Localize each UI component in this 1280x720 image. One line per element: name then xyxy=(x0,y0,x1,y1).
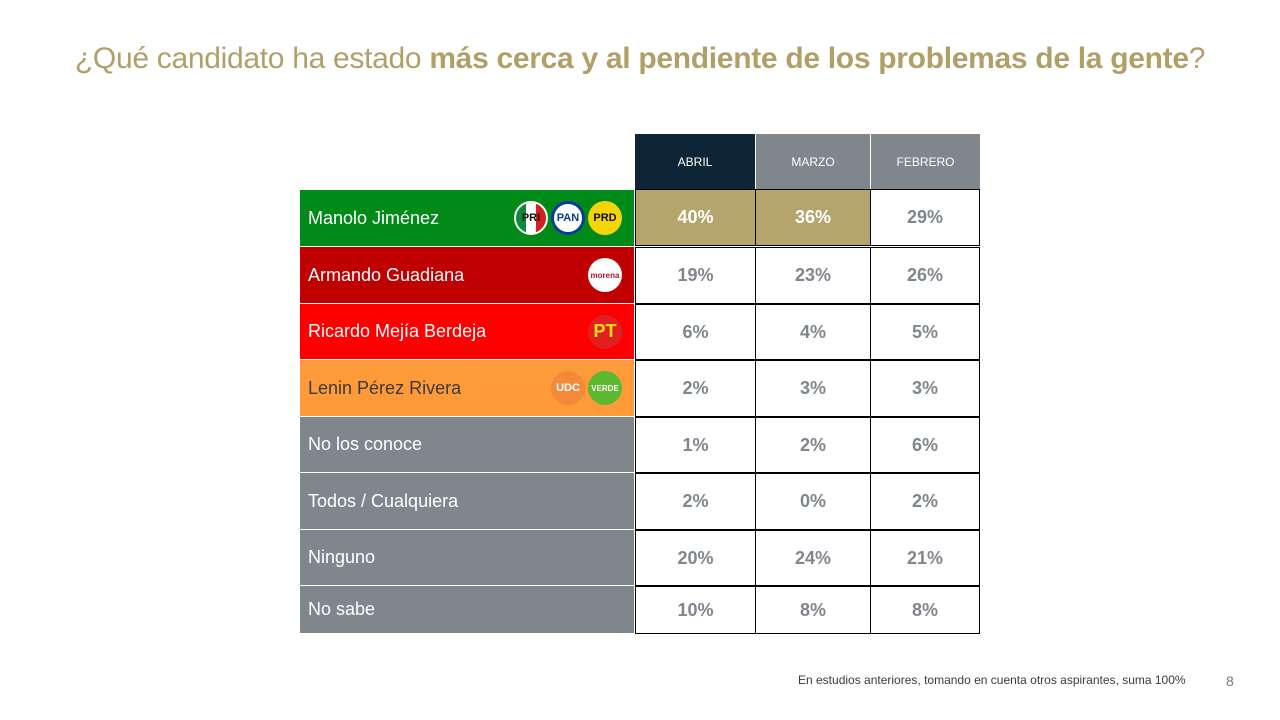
value-cell: 26% xyxy=(870,247,980,304)
value-cell: 29% xyxy=(870,189,980,246)
party-logo-pri-icon: PRI xyxy=(514,201,548,235)
row-label: Lenin Pérez Rivera UDC VERDE xyxy=(300,360,634,416)
value-cell: 6% xyxy=(870,417,980,473)
value-cell: 40% xyxy=(635,189,756,246)
value-cell: 2% xyxy=(635,360,756,417)
row-label: Manolo Jiménez PRI PAN PRD xyxy=(300,190,634,246)
value-cell: 2% xyxy=(635,473,756,530)
row-label: Armando Guadiana morena xyxy=(300,247,634,303)
value-cell: 8% xyxy=(870,586,980,634)
row-label-text: No los conoce xyxy=(308,434,423,454)
row-label: Ninguno xyxy=(300,530,634,585)
party-logo-prd-icon: PRD xyxy=(588,201,622,235)
value-cell: 1% xyxy=(635,417,756,473)
row-label-text: Manolo Jiménez xyxy=(308,207,440,228)
value-cell: 19% xyxy=(635,247,756,304)
party-logos: PT xyxy=(588,304,622,359)
party-logo-morena-icon: morena xyxy=(588,258,622,292)
row-label-text: Ninguno xyxy=(308,547,376,567)
column-header-febrero: FEBRERO xyxy=(871,134,980,189)
party-logo-udc-icon: UDC xyxy=(551,371,585,405)
page-title: ¿Qué candidato ha estado más cerca y al … xyxy=(0,42,1280,76)
title-prefix: ¿Qué candidato ha estado xyxy=(74,42,430,75)
column-header-marzo: MARZO xyxy=(756,134,870,189)
column-header-abril: ABRIL xyxy=(635,134,755,189)
party-logos: PRI PAN PRD xyxy=(514,190,622,246)
value-cell: 2% xyxy=(870,473,980,530)
row-label: No sabe xyxy=(300,586,634,633)
party-logo-verde-icon: VERDE xyxy=(588,371,622,405)
row-label-text: Lenin Pérez Rivera xyxy=(308,377,462,398)
value-cell: 24% xyxy=(755,530,871,586)
value-cell: 20% xyxy=(635,530,756,586)
value-cell: 6% xyxy=(635,304,756,360)
value-cell: 10% xyxy=(635,586,756,634)
row-label: Todos / Cualquiera xyxy=(300,473,634,529)
value-cell: 3% xyxy=(870,360,980,417)
footnote: En estudios anteriores, tomando en cuent… xyxy=(798,673,1186,687)
party-logo-pan-icon: PAN xyxy=(551,201,585,235)
value-cell: 3% xyxy=(755,360,871,417)
party-logos: morena xyxy=(588,247,622,303)
title-suffix: ? xyxy=(1188,42,1206,75)
value-cell: 0% xyxy=(755,473,871,530)
value-cell: 23% xyxy=(755,247,871,304)
party-logo-pt-icon: PT xyxy=(588,314,622,349)
page-number: 8 xyxy=(1226,673,1234,689)
value-cell: 5% xyxy=(870,304,980,360)
value-cell: 4% xyxy=(755,304,871,360)
title-emphasis: más cerca y al pendiente de los problema… xyxy=(429,42,1189,75)
value-cell: 8% xyxy=(755,586,871,634)
row-label-text: Ricardo Mejía Berdeja xyxy=(308,321,487,341)
row-label-text: Todos / Cualquiera xyxy=(308,490,459,511)
row-label-text: Armando Guadiana xyxy=(308,264,465,285)
value-cell: 21% xyxy=(870,530,980,586)
row-label-text: No sabe xyxy=(308,599,376,619)
party-logos: UDC VERDE xyxy=(551,360,622,416)
value-cell: 2% xyxy=(755,417,871,473)
row-label: Ricardo Mejía Berdeja PT xyxy=(300,304,634,359)
row-label: No los conoce xyxy=(300,417,634,472)
value-cell: 36% xyxy=(755,189,871,246)
